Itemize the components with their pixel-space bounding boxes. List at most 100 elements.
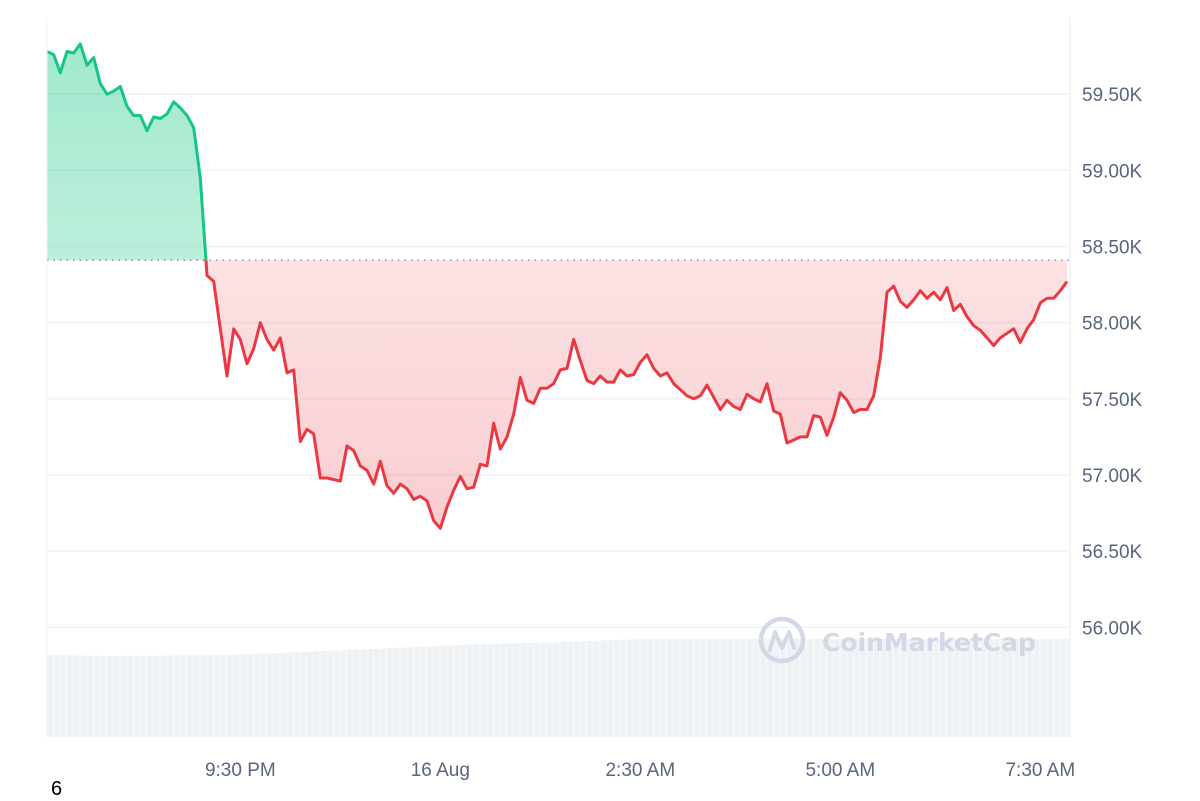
y-tick-label: 59.00K	[1082, 161, 1143, 182]
y-tick-label: 59.50K	[1082, 85, 1143, 106]
volume-bar	[1053, 639, 1060, 737]
volume-bar	[527, 642, 534, 737]
volume-bar	[547, 642, 554, 737]
volume-bar	[900, 639, 907, 737]
volume-bar	[187, 655, 194, 737]
volume-bar	[227, 655, 234, 737]
volume-bar	[167, 655, 174, 737]
volume-bar	[647, 639, 654, 737]
volume-bar	[687, 639, 694, 737]
volume-bar	[513, 643, 520, 737]
volume-bar	[827, 639, 834, 737]
volume-bar	[53, 655, 60, 737]
volume-bar	[453, 645, 460, 737]
volume-bar	[447, 645, 454, 737]
volume-bar	[913, 639, 920, 737]
x-tick-label: 16 Aug	[411, 760, 470, 781]
y-axis-ticks: 59.50K 59.00K 58.50K 58.00K 57.50K 57.00K 56.5…	[1082, 85, 1143, 639]
volume-bar	[347, 649, 354, 737]
volume-bar	[1067, 639, 1070, 737]
volume-bar	[620, 639, 627, 737]
volume-bar	[773, 639, 780, 737]
volume-bar	[193, 655, 200, 737]
volume-bar	[567, 641, 574, 737]
volume-bar	[700, 639, 707, 737]
volume-bar	[420, 646, 427, 737]
volume-bar	[807, 639, 814, 737]
volume-bar	[440, 645, 447, 737]
watermark-text: CoinMarketCap	[822, 628, 1036, 657]
volume-bar	[540, 642, 547, 737]
x-tick-label: 9:30 PM	[205, 760, 276, 781]
volume-bar	[873, 639, 880, 737]
volume-bar	[500, 643, 507, 737]
volume-bar	[1007, 639, 1014, 737]
volume-bar	[787, 639, 794, 737]
volume-bar	[840, 639, 847, 737]
volume-bar	[887, 639, 894, 737]
y-tick-label: 57.50K	[1082, 390, 1143, 411]
grid-lines	[47, 93, 1070, 629]
volume-bar	[847, 639, 854, 737]
volume-bar	[727, 639, 734, 737]
volume-bar	[1013, 639, 1020, 737]
volume-bar	[407, 647, 414, 737]
volume-bar	[993, 639, 1000, 737]
volume-bar	[160, 655, 167, 737]
volume-bar	[240, 654, 247, 737]
volume-bar	[880, 639, 887, 737]
volume-bar	[480, 644, 487, 737]
volume-bar	[47, 655, 54, 737]
volume-bar	[707, 639, 714, 737]
volume-bar	[833, 639, 840, 737]
volume-bar	[127, 655, 134, 737]
volume-bar	[813, 639, 820, 737]
volume-bar	[67, 655, 74, 737]
volume-bar	[920, 639, 927, 737]
volume-bar	[627, 639, 634, 737]
volume-bar	[300, 651, 307, 737]
volume-bar	[473, 644, 480, 737]
volume-bar	[960, 639, 967, 737]
area-below-reference	[47, 260, 1067, 529]
volume-bar	[800, 639, 807, 737]
volume-bar	[780, 639, 787, 737]
volume-bar	[673, 639, 680, 737]
volume-bar	[553, 642, 560, 737]
volume-bar	[953, 639, 960, 737]
y-tick-label: 57.00K	[1082, 466, 1143, 487]
y-tick-label: 56.00K	[1082, 618, 1143, 639]
volume-bar	[933, 639, 940, 737]
coinmarketcap-logo-m	[768, 630, 796, 652]
volume-bar	[740, 639, 747, 737]
volume-bar	[820, 639, 827, 737]
volume-bar	[207, 655, 214, 737]
price-line-down	[204, 260, 1069, 530]
volume-bar	[280, 652, 287, 737]
volume-bar	[273, 653, 280, 737]
volume-bar	[487, 643, 494, 737]
x-axis-ticks: 9:30 PM 16 Aug 2:30 AM 5:00 AM 7:30 AM	[205, 760, 1075, 781]
volume-bar	[733, 639, 740, 737]
volume-bar	[467, 644, 474, 737]
volume-bar	[793, 639, 800, 737]
volume-bar	[133, 655, 140, 737]
volume-bar	[767, 639, 774, 737]
coinmarketcap-logo-icon	[758, 616, 806, 664]
volume-bar	[367, 649, 374, 737]
volume-bar	[867, 639, 874, 737]
volume-bar	[267, 653, 274, 737]
volume-bar	[680, 639, 687, 737]
y-tick-label: 58.00K	[1082, 314, 1143, 335]
volume-bar	[460, 644, 467, 737]
volume-bar	[260, 653, 267, 737]
volume-bar	[253, 653, 260, 737]
watermark-logo: CoinMarketCap	[758, 616, 1036, 664]
volume-bar	[1040, 639, 1047, 737]
volume-bar	[313, 651, 320, 737]
volume-bar	[153, 655, 160, 737]
volume-bar	[980, 639, 987, 737]
volume-bar	[333, 650, 340, 737]
volume-bar	[413, 647, 420, 737]
